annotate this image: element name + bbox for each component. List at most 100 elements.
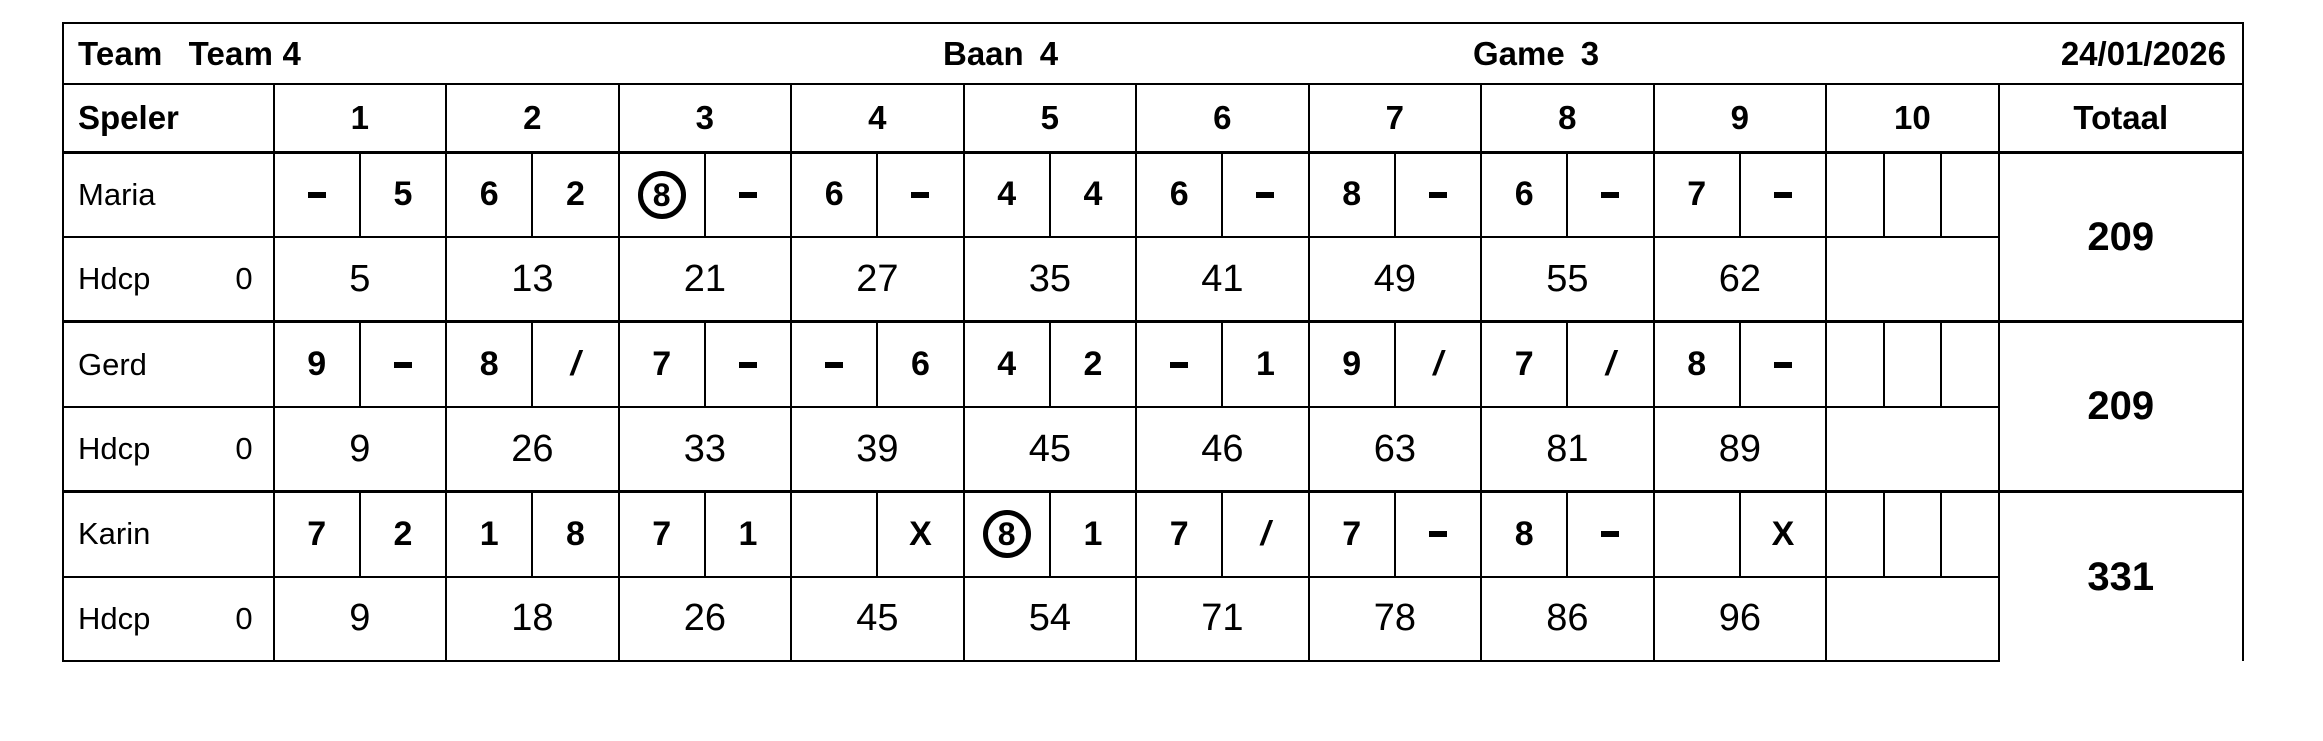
hdcp-value: 0 (235, 431, 253, 467)
cumulative-score-2: 13 (445, 236, 620, 323)
throw-strike: X (876, 493, 962, 576)
game-field: Game 3 (1473, 35, 1599, 73)
bowling-scoresheet: Team Team 4 Baan 4 Game 3 24/01/2026 Speler… (62, 21, 2245, 663)
player-cumulative-row: Hdcp 0 5 13 21 27 35 41 49 55 62 (62, 236, 2243, 323)
throw-pins: 7 (1342, 514, 1362, 553)
team-field: Team Team 4 (78, 35, 301, 73)
spare-icon: / (1605, 345, 1616, 384)
hdcp-label: Hdcp (78, 431, 151, 467)
frame-throws: 7/ (1482, 323, 1653, 406)
player-hdcp-cell: Hdcp 0 (62, 236, 275, 323)
throw-pins: 9 (307, 345, 327, 384)
frame-cell-8: 7/ (1480, 320, 1655, 408)
frame-cell-6: 7/ (1135, 490, 1310, 578)
dash-icon (1428, 191, 1447, 198)
frame-throws: 8 (620, 153, 791, 237)
frame-cell-8: 6 (1480, 150, 1655, 239)
frame-throws: 9 (275, 323, 446, 406)
throw-pins: 8 (1514, 514, 1534, 553)
frame-throws: 5 (275, 153, 446, 237)
cumulative-score-5: 54 (962, 575, 1138, 663)
cumulative-score-2: 18 (445, 575, 620, 663)
frame-cell-9: X (1652, 490, 1828, 578)
throw-empty (1882, 323, 1941, 406)
split-circle-icon: 8 (637, 170, 686, 219)
frame-cell-4: X (790, 490, 965, 578)
throw-pins: 2 (358, 493, 445, 576)
cumulative-score-7: 49 (1307, 236, 1483, 323)
dash-icon (1256, 191, 1275, 198)
throw-split: 8 (620, 154, 704, 236)
strike-icon: X (1771, 514, 1795, 553)
dash-icon (1170, 361, 1189, 368)
cumulative-score-10 (1825, 236, 2000, 323)
split-circle-icon: 8 (982, 510, 1031, 559)
frame-cell-1: 9 (272, 320, 448, 408)
frame-cell-10 (1825, 150, 2000, 239)
throw-miss (275, 154, 359, 236)
column-header-frame-8: 8 (1480, 83, 1655, 154)
throw-miss (1566, 153, 1652, 237)
dash-icon (911, 191, 930, 198)
cumulative-score-3: 33 (617, 405, 793, 493)
player-name-cell: Gerd (62, 320, 275, 408)
throw-pins: 1 (703, 493, 790, 576)
frame-cell-7: 7 (1307, 490, 1483, 578)
frame-cell-9: 8 (1652, 320, 1828, 408)
frame-throws: 7 (1655, 153, 1826, 237)
throw-pins: 7 (652, 345, 672, 384)
cumulative-score-5: 45 (962, 405, 1138, 493)
throw-spare: / (1393, 323, 1480, 406)
throw-miss (1738, 153, 1825, 237)
dash-icon (1428, 531, 1447, 538)
frame-cell-6: 6 (1135, 150, 1310, 239)
throw-split: 8 (965, 493, 1049, 575)
cumulative-score-3: 21 (617, 236, 793, 323)
player-total: 331 (1997, 490, 2245, 661)
throw-pins: 8 (1687, 345, 1707, 384)
throw-empty (792, 493, 876, 575)
throw-miss (1566, 493, 1652, 576)
throw-spare: / (1566, 323, 1652, 406)
frame-throws: 8/ (447, 323, 618, 406)
frame-throws (1827, 323, 1998, 406)
column-header-frame-6: 6 (1135, 83, 1310, 154)
cumulative-score-4: 45 (790, 575, 965, 663)
throw-pins: 7 (1687, 175, 1707, 214)
throw-pins: 4 (997, 345, 1017, 384)
frame-throws: 8 (1655, 323, 1826, 406)
score-table: Team Team 4 Baan 4 Game 3 24/01/2026 Speler… (62, 21, 2245, 663)
player-throws-row: Gerd 9 8/7 6 4 2 1 9/7/8 209 (62, 320, 2245, 492)
column-header-frame-1: 1 (272, 83, 448, 154)
throw-miss (1137, 323, 1221, 405)
throw-pins: 8 (1342, 175, 1362, 214)
throw-pins: 4 (997, 175, 1017, 214)
frame-throws: 6 (1137, 153, 1308, 237)
column-header-frame-4: 4 (790, 83, 965, 154)
frame-throws: 9/ (1310, 323, 1481, 406)
cumulative-score-8: 81 (1480, 405, 1655, 493)
throw-pins: 2 (531, 153, 617, 237)
player-hdcp-cell: Hdcp 0 (62, 575, 275, 663)
dash-icon (1773, 191, 1792, 198)
throw-miss (1221, 153, 1307, 237)
hdcp-label: Hdcp (78, 261, 151, 297)
frame-throws (1827, 493, 1998, 576)
cumulative-score-8: 55 (1480, 236, 1655, 323)
frame-cell-10 (1825, 320, 2000, 408)
date-value: 24/01/2026 (2060, 34, 2226, 72)
throw-pins: 7 (1169, 514, 1189, 553)
frame-cell-3: 7 (617, 320, 793, 408)
throw-pins: 7 (652, 514, 672, 553)
column-header-player: Speler (62, 83, 275, 154)
lane-value: 4 (1039, 34, 1059, 72)
